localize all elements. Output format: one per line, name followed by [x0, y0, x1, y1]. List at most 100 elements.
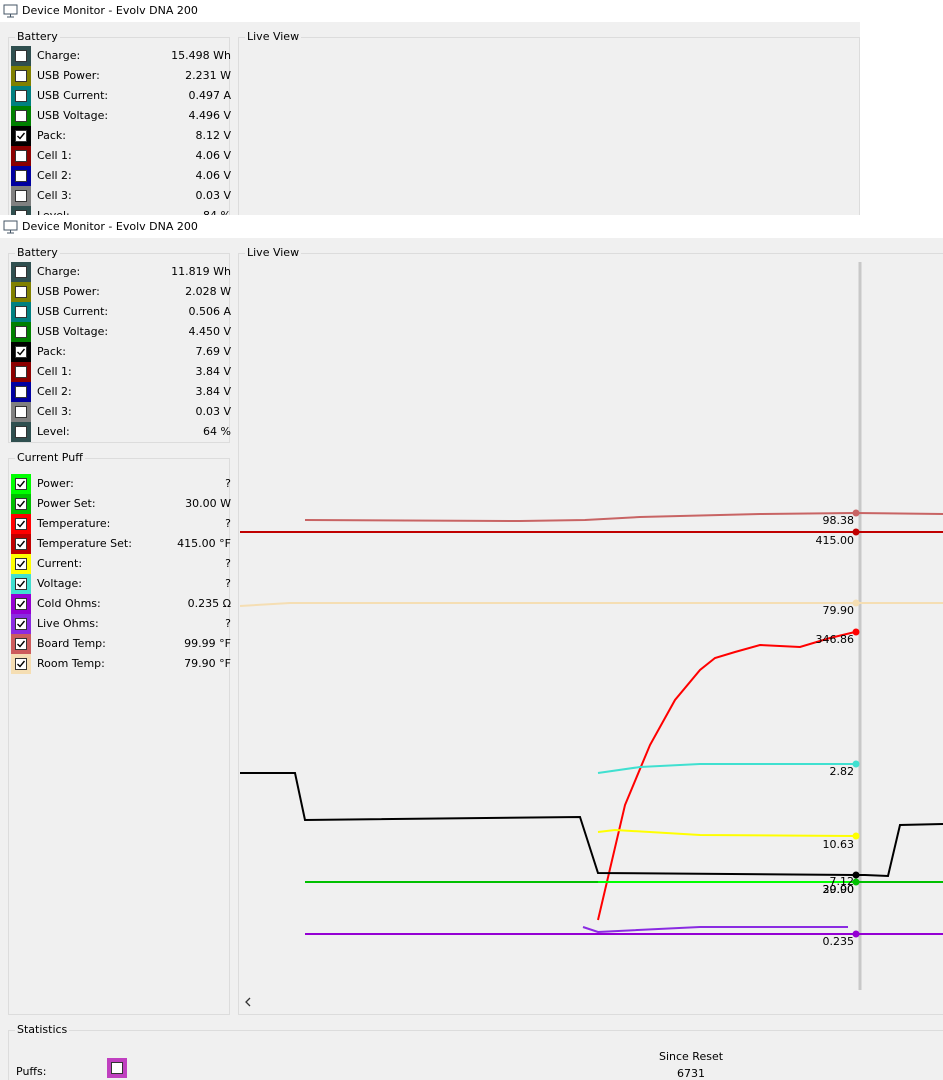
checkbox[interactable]	[11, 106, 31, 126]
data-row: USB Voltage: 4.450 V	[9, 322, 231, 342]
checkbox[interactable]	[11, 534, 31, 554]
graph-value-label: 0.235	[822, 935, 855, 948]
data-row: Cell 1: 4.06 V	[9, 146, 231, 166]
checkbox[interactable]	[11, 66, 31, 86]
battery-group: Battery Charge: 15.498 Wh USB Power: 2.231 W…	[8, 30, 231, 215]
checkbox[interactable]	[11, 402, 31, 422]
checkbox[interactable]	[11, 46, 31, 66]
checkbox[interactable]	[11, 634, 31, 654]
row-value: 2.231 W	[185, 69, 231, 82]
app-icon	[3, 4, 18, 18]
row-label: Charge:	[37, 265, 81, 278]
checkbox-inner	[15, 478, 27, 490]
row-label: Temperature:	[37, 517, 111, 530]
row-value: ?	[225, 577, 231, 590]
checkbox[interactable]	[11, 126, 31, 146]
trace	[597, 631, 856, 921]
window-body: Battery Charge: 15.498 Wh USB Power: 2.231 W…	[0, 22, 860, 215]
checkbox-inner	[15, 130, 27, 142]
checkbox[interactable]	[11, 554, 31, 574]
group-title: Battery	[15, 30, 60, 44]
row-label: USB Current:	[37, 89, 109, 102]
group-title: Live View	[245, 30, 302, 44]
checkbox[interactable]	[11, 594, 31, 614]
graph-value-label: 29.90	[822, 883, 855, 896]
row-value: 0.03 V	[195, 405, 231, 418]
checkbox-inner	[15, 538, 27, 550]
row-value: 99.99 °F	[184, 637, 231, 650]
checkbox[interactable]	[11, 166, 31, 186]
data-row: USB Current: 0.506 A	[9, 302, 231, 322]
trace	[582, 926, 848, 934]
group-title: Battery	[15, 246, 60, 260]
data-row: Cell 2: 3.84 V	[9, 382, 231, 402]
row-value: 11.819 Wh	[171, 265, 231, 278]
data-row: Temperature:?	[9, 514, 231, 534]
live-view-group: Live View	[238, 30, 860, 215]
data-row: Cell 3: 0.03 V	[9, 402, 231, 422]
checkbox[interactable]	[11, 514, 31, 534]
trace	[239, 602, 943, 607]
row-value: 4.450 V	[188, 325, 231, 338]
data-row: Power Set: 30.00 W	[9, 494, 231, 514]
row-label: Cell 1:	[37, 365, 72, 378]
checkbox[interactable]	[11, 282, 31, 302]
data-row: Cell 1: 3.84 V	[9, 362, 231, 382]
check-mark	[17, 540, 26, 548]
checkbox[interactable]	[11, 86, 31, 106]
checkbox-inner	[15, 518, 27, 530]
checkbox-inner	[15, 558, 27, 570]
checkbox-inner	[15, 306, 27, 318]
data-row: USB Power: 2.231 W	[9, 66, 231, 86]
statistics-group: Statistics Puffs: Since Reset 6731	[8, 1023, 943, 1080]
row-value: 4.496 V	[188, 109, 231, 122]
checkbox[interactable]	[11, 574, 31, 594]
checkbox[interactable]	[11, 362, 31, 382]
checkbox[interactable]	[11, 382, 31, 402]
checkbox[interactable]	[11, 474, 31, 494]
row-value: 4.06 V	[195, 169, 231, 182]
row-label: Voltage:	[37, 577, 82, 590]
checkbox[interactable]	[11, 422, 31, 442]
title-bar: Device Monitor - Evolv DNA 200	[0, 216, 943, 238]
checkbox[interactable]	[11, 614, 31, 634]
checkbox-inner	[15, 658, 27, 670]
row-label: USB Power:	[37, 69, 100, 82]
checkbox-inner	[15, 598, 27, 610]
checkbox[interactable]	[107, 1058, 127, 1078]
row-value: ?	[225, 617, 231, 630]
scroll-left-arrow[interactable]	[245, 997, 251, 1007]
checkbox[interactable]	[11, 654, 31, 674]
data-row: Cell 3: 0.03 V	[9, 186, 231, 206]
checkbox[interactable]	[11, 342, 31, 362]
checkbox[interactable]	[11, 494, 31, 514]
checkbox[interactable]	[11, 146, 31, 166]
check-mark	[17, 660, 26, 668]
row-value: 8.12 V	[195, 129, 231, 142]
row-label: Pack:	[37, 129, 67, 142]
trace	[240, 772, 943, 878]
row-value: 15.498 Wh	[171, 49, 231, 62]
checkbox[interactable]	[11, 302, 31, 322]
app-icon	[3, 220, 18, 234]
trace	[597, 828, 856, 837]
checkbox[interactable]	[11, 322, 31, 342]
row-label: Power Set:	[37, 497, 96, 510]
checkbox-inner	[15, 366, 27, 378]
checkbox-inner	[15, 386, 27, 398]
row-value: 3.84 V	[195, 385, 231, 398]
row-label: USB Current:	[37, 305, 109, 318]
row-label: Cell 3:	[37, 189, 72, 202]
data-row: Level: 64 %	[9, 422, 231, 442]
checkbox[interactable]	[11, 262, 31, 282]
check-mark	[17, 500, 26, 508]
checkbox[interactable]	[11, 186, 31, 206]
graph-value-label: 98.38	[822, 514, 855, 527]
checkbox[interactable]	[11, 206, 31, 215]
checkbox-inner	[15, 150, 27, 162]
row-label: Pack:	[37, 345, 67, 358]
live-view-group: Live View	[238, 246, 943, 1015]
scrollbar[interactable]	[240, 993, 943, 1012]
checkbox-inner	[15, 70, 27, 82]
